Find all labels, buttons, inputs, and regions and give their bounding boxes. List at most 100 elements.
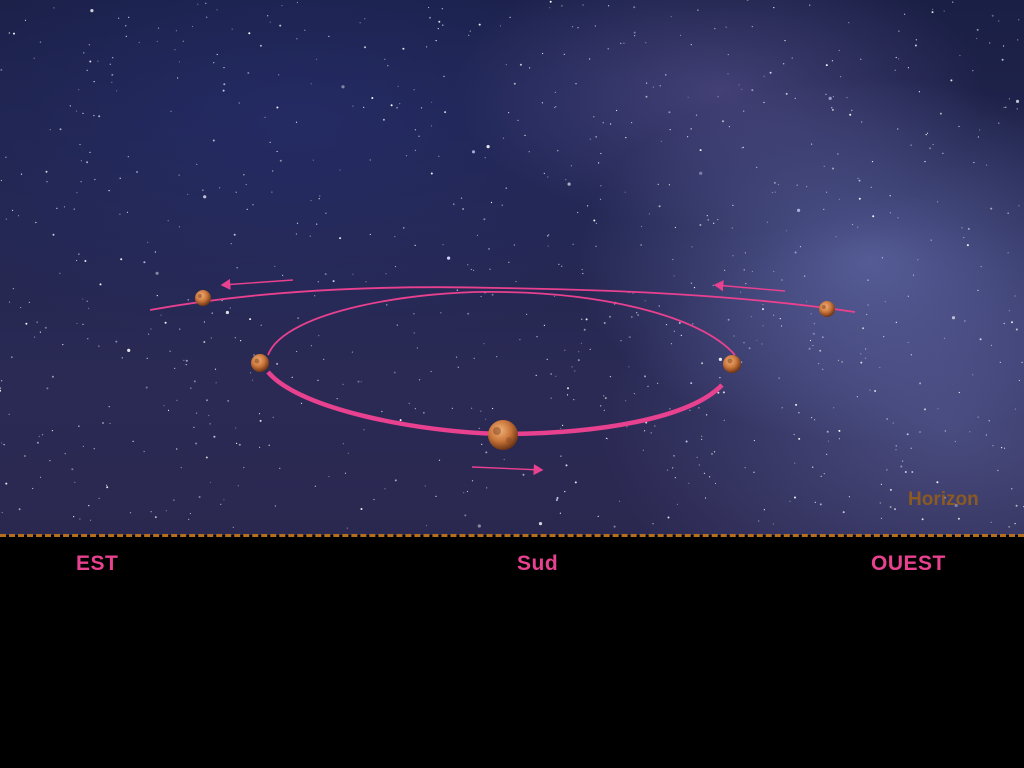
star bbox=[838, 49, 840, 52]
star bbox=[352, 105, 354, 107]
star bbox=[420, 107, 423, 109]
star bbox=[603, 395, 605, 397]
star bbox=[457, 366, 459, 368]
star bbox=[732, 255, 734, 257]
star bbox=[508, 261, 510, 263]
star bbox=[939, 112, 942, 115]
star bbox=[227, 399, 230, 402]
star bbox=[685, 440, 688, 443]
star bbox=[902, 460, 904, 462]
star bbox=[567, 182, 571, 186]
star bbox=[600, 405, 602, 407]
star bbox=[8, 32, 10, 34]
star bbox=[741, 361, 743, 363]
star bbox=[90, 9, 94, 13]
star bbox=[210, 337, 212, 339]
star bbox=[1021, 361, 1023, 363]
star bbox=[119, 213, 121, 215]
star bbox=[164, 321, 167, 324]
star bbox=[554, 91, 557, 93]
star bbox=[281, 5, 283, 7]
star bbox=[492, 407, 494, 410]
star bbox=[766, 221, 769, 223]
star bbox=[528, 151, 530, 153]
star bbox=[907, 295, 909, 297]
star bbox=[628, 366, 630, 368]
star bbox=[659, 85, 661, 87]
star bbox=[477, 524, 481, 528]
star bbox=[36, 441, 39, 444]
star bbox=[652, 86, 655, 88]
star bbox=[430, 370, 432, 373]
star bbox=[600, 152, 602, 155]
star bbox=[517, 119, 519, 121]
star bbox=[269, 21, 271, 23]
star bbox=[880, 517, 883, 520]
star bbox=[699, 171, 703, 175]
star bbox=[167, 220, 169, 222]
star bbox=[154, 251, 156, 253]
star bbox=[176, 399, 178, 401]
star bbox=[451, 407, 453, 409]
star bbox=[633, 6, 636, 9]
star bbox=[547, 176, 549, 178]
star bbox=[188, 518, 190, 520]
star bbox=[535, 374, 537, 376]
star bbox=[990, 521, 992, 523]
star bbox=[78, 425, 80, 427]
star bbox=[769, 71, 772, 74]
star bbox=[666, 469, 669, 471]
star bbox=[233, 233, 236, 236]
star bbox=[88, 44, 90, 46]
star bbox=[430, 125, 433, 127]
star bbox=[814, 501, 816, 503]
star bbox=[957, 517, 960, 520]
star bbox=[341, 85, 345, 89]
star bbox=[609, 376, 612, 378]
star bbox=[59, 128, 62, 131]
star bbox=[170, 110, 172, 112]
star bbox=[870, 186, 872, 188]
star bbox=[564, 491, 566, 493]
star bbox=[751, 26, 753, 28]
star bbox=[390, 104, 393, 107]
star bbox=[631, 316, 633, 318]
star bbox=[589, 58, 591, 60]
star bbox=[558, 263, 560, 265]
star bbox=[88, 505, 90, 507]
star bbox=[260, 324, 262, 326]
star bbox=[563, 53, 565, 56]
star bbox=[414, 408, 416, 410]
star bbox=[862, 327, 865, 330]
star bbox=[63, 206, 66, 208]
star bbox=[897, 217, 899, 219]
star bbox=[460, 197, 463, 199]
star bbox=[325, 212, 327, 214]
apparent-path-line bbox=[149, 286, 856, 313]
star bbox=[991, 14, 994, 17]
star bbox=[637, 314, 639, 316]
star bbox=[652, 523, 654, 525]
star bbox=[840, 76, 842, 78]
star bbox=[872, 215, 875, 218]
star bbox=[777, 184, 780, 186]
star bbox=[34, 336, 36, 338]
star bbox=[443, 75, 445, 77]
star bbox=[364, 46, 366, 49]
star bbox=[501, 204, 503, 206]
star bbox=[464, 514, 467, 517]
star bbox=[193, 426, 195, 428]
star bbox=[690, 382, 693, 385]
star bbox=[665, 324, 668, 326]
star bbox=[809, 4, 811, 6]
star bbox=[51, 430, 54, 432]
star bbox=[203, 321, 205, 323]
star bbox=[431, 101, 433, 103]
star bbox=[578, 351, 580, 353]
star bbox=[296, 1, 298, 4]
star bbox=[698, 407, 700, 409]
star bbox=[125, 25, 127, 27]
star bbox=[826, 453, 828, 455]
star bbox=[235, 427, 237, 429]
star bbox=[693, 287, 696, 289]
